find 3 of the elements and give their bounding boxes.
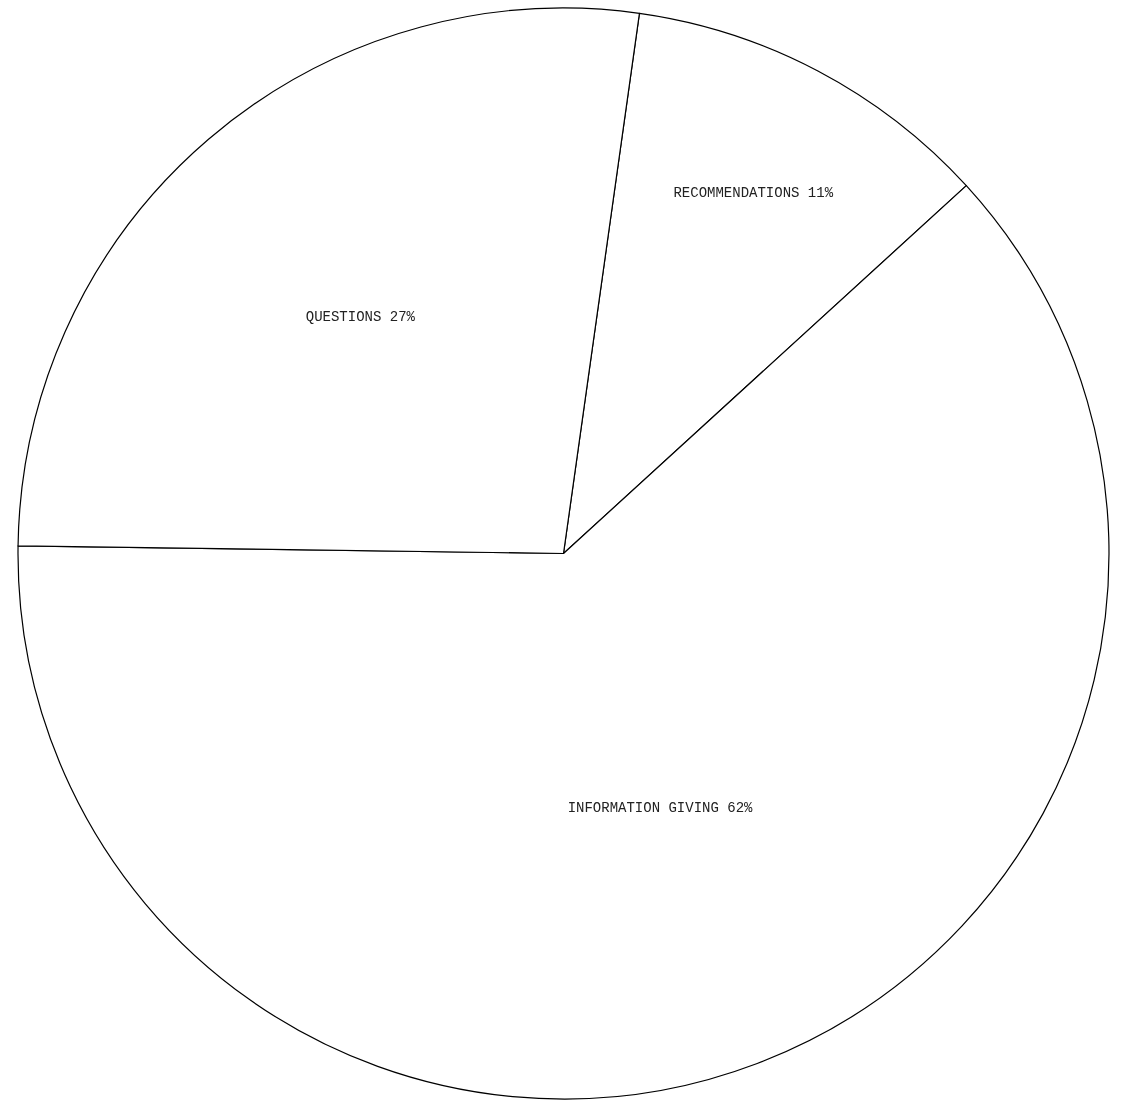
slice-label: RECOMMENDATIONS 11% — [673, 185, 834, 202]
slice-label: QUESTIONS 27% — [305, 308, 416, 325]
slice-label: INFORMATION GIVING 62% — [567, 800, 754, 817]
